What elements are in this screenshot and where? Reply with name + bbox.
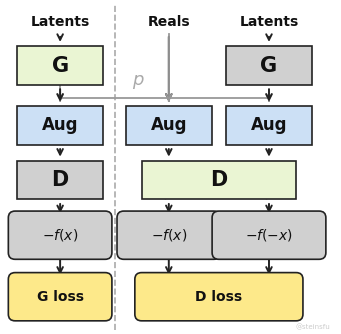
Text: G loss: G loss — [36, 290, 84, 304]
Text: Aug: Aug — [151, 117, 187, 134]
FancyBboxPatch shape — [125, 106, 212, 145]
FancyBboxPatch shape — [17, 161, 103, 199]
FancyBboxPatch shape — [17, 106, 103, 145]
FancyBboxPatch shape — [142, 161, 296, 199]
Text: $p$: $p$ — [132, 73, 145, 91]
Text: D loss: D loss — [195, 290, 242, 304]
FancyBboxPatch shape — [135, 273, 303, 321]
FancyBboxPatch shape — [226, 106, 312, 145]
Text: G: G — [51, 55, 69, 75]
FancyBboxPatch shape — [8, 211, 112, 259]
Text: $-f(-x)$: $-f(-x)$ — [245, 227, 293, 243]
Text: $-f(x)$: $-f(x)$ — [151, 227, 187, 243]
Text: Reals: Reals — [148, 15, 190, 29]
Text: @steinsfu: @steinsfu — [295, 324, 330, 330]
Text: Latents: Latents — [30, 15, 90, 29]
Text: G: G — [261, 55, 278, 75]
FancyBboxPatch shape — [17, 46, 103, 85]
FancyBboxPatch shape — [117, 211, 221, 259]
Text: Aug: Aug — [42, 117, 78, 134]
Text: $-f(x)$: $-f(x)$ — [42, 227, 78, 243]
Text: D: D — [210, 170, 227, 190]
FancyBboxPatch shape — [212, 211, 326, 259]
Text: Latents: Latents — [239, 15, 299, 29]
FancyBboxPatch shape — [226, 46, 312, 85]
Text: Aug: Aug — [251, 117, 287, 134]
FancyBboxPatch shape — [8, 273, 112, 321]
Text: D: D — [51, 170, 69, 190]
